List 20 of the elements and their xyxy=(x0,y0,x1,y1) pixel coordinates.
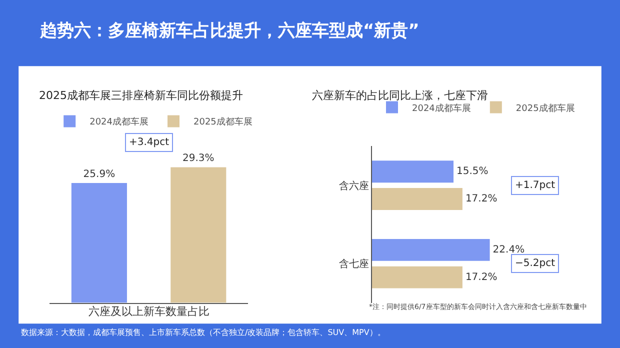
text: +1.7pct xyxy=(515,180,556,191)
y-tick-label: 含七座 xyxy=(339,258,369,270)
data-label: 29.3% xyxy=(182,153,214,164)
data-label: 25.9% xyxy=(83,168,116,180)
data-label: 17.2% xyxy=(465,194,498,205)
legend-label: 2024成都车展 xyxy=(90,116,149,128)
source-note: 数据来源：大数据，成都车展预售、上市新车系总数（不含独立/改装品牌；包含轿车、SUV、MPV）。 xyxy=(21,328,386,337)
chart-title: 趋势六：多座椅新车占比提升，六座车型成“新贵” xyxy=(39,21,420,41)
y-tick-label: 含六座 xyxy=(339,180,369,192)
legend-label: 2025成都车展 xyxy=(194,116,252,128)
chart-title: 六座新车的占比同比上涨，七座下滑 xyxy=(312,89,488,102)
data-label: 15.5% xyxy=(456,166,488,178)
text: −5.2pct xyxy=(515,258,556,269)
data-label: 17.2% xyxy=(465,272,498,283)
chart-subtitle: 2025成都车展三排座椅新车同比份额提升 xyxy=(39,89,243,102)
text: +3.4pct xyxy=(129,137,170,148)
data-label: 22.4% xyxy=(492,244,525,256)
legend-label: 2025成都车展 xyxy=(516,102,575,114)
legend-label: 2024成都车展 xyxy=(412,102,471,114)
x-axis-title: 六座及以上新车数量占比 xyxy=(88,304,210,318)
